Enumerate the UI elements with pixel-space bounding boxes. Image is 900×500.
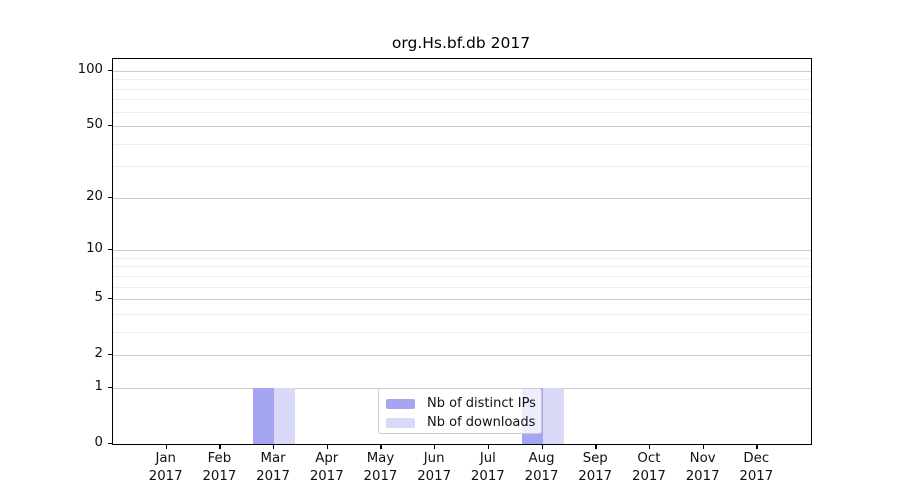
y-tick-mark [107, 354, 112, 356]
gridline-minor [113, 331, 811, 333]
y-tick-mark [107, 386, 112, 389]
y-tick-mark [107, 196, 112, 199]
x-tick-month: Dec [743, 451, 770, 466]
x-tick-mark [165, 444, 167, 449]
legend-label: Nb of distinct IPs [427, 396, 536, 411]
y-tick-label: 10 [86, 241, 103, 257]
gridline-minor [113, 286, 811, 288]
gridline-minor [113, 143, 811, 145]
x-tick-year: 2017 [632, 469, 666, 484]
x-tick-month: Jun [423, 451, 445, 466]
y-tick-label: 100 [77, 61, 103, 77]
x-tick-year: 2017 [685, 469, 720, 484]
bar [274, 387, 296, 444]
y-tick-mark [107, 69, 112, 72]
x-tick-label: Jul 2017 [458, 450, 518, 486]
y-tick-label: 5 [94, 290, 103, 306]
x-tick-year: 2017 [202, 469, 237, 484]
legend: Nb of distinct IPs Nb of downloads [378, 388, 542, 434]
x-tick-year: 2017 [524, 469, 559, 484]
y-tick-mark [107, 443, 112, 445]
gridline-minor [113, 99, 811, 101]
x-tick-label: Feb 2017 [189, 450, 249, 486]
x-tick-label: Aug 2017 [512, 450, 572, 486]
x-tick-label: May 2017 [350, 450, 410, 486]
x-tick-label: Nov 2017 [673, 450, 733, 486]
gridline-major [113, 299, 811, 301]
x-tick-mark [434, 444, 436, 449]
legend-row: Nb of downloads [386, 413, 541, 432]
x-tick-year: 2017 [256, 469, 290, 484]
legend-label: Nb of downloads [427, 415, 536, 430]
x-tick-month: Apr [315, 451, 339, 466]
x-tick-year: 2017 [470, 469, 505, 484]
x-tick-mark [702, 444, 704, 449]
plot-area: Nb of distinct IPs Nb of downloads [112, 58, 812, 445]
gridline-minor [113, 266, 811, 268]
gridline-minor [113, 275, 811, 277]
x-tick-label: Jan 2017 [136, 450, 196, 486]
y-tick-label: 50 [86, 117, 103, 133]
y-tick-label: 2 [94, 346, 103, 362]
x-tick-mark [648, 444, 651, 449]
y-tick-label: 1 [94, 378, 103, 394]
gridline-major [113, 355, 811, 357]
gridline-minor [113, 313, 811, 315]
x-tick-month: Jul [479, 451, 496, 466]
x-tick-month: Nov [689, 451, 716, 466]
x-tick-month: Oct [637, 451, 661, 466]
x-tick-mark [541, 444, 543, 449]
x-tick-year: 2017 [578, 469, 613, 484]
x-tick-year: 2017 [309, 469, 344, 484]
gridline-minor [113, 111, 811, 113]
x-tick-year: 2017 [739, 469, 774, 484]
x-tick-year: 2017 [363, 469, 398, 484]
x-tick-month: Sep [582, 451, 608, 466]
y-tick-mark [107, 249, 112, 251]
x-tick-mark [595, 444, 597, 449]
gridline-major [113, 126, 811, 128]
y-tick-label: 20 [86, 188, 103, 204]
y-tick-label: 0 [94, 435, 103, 450]
x-tick-month: Jan [155, 451, 176, 466]
y-tick-mark [107, 125, 112, 127]
x-tick-label: Dec 2017 [726, 450, 786, 486]
chart-title: org.Hs.bf.db 2017 [391, 34, 531, 52]
gridline-minor [113, 257, 811, 259]
x-tick-mark [326, 444, 329, 449]
x-tick-month: Mar [260, 451, 286, 466]
x-tick-month: Feb [207, 451, 232, 466]
y-tick-mark [107, 298, 112, 300]
gridline-major [113, 70, 811, 72]
x-tick-label: Oct 2017 [619, 450, 679, 486]
x-tick-mark [273, 444, 275, 449]
gridline-major [113, 250, 811, 252]
x-tick-mark [756, 444, 758, 449]
gridline-major [113, 197, 811, 199]
x-tick-label: Apr 2017 [297, 450, 357, 486]
x-tick-label: Jun 2017 [404, 450, 464, 486]
x-tick-year: 2017 [148, 469, 183, 484]
legend-swatch [386, 417, 415, 428]
x-tick-month: Aug [528, 451, 555, 466]
gridline-minor [113, 79, 811, 81]
gridline-minor [113, 166, 811, 168]
gridline-minor [113, 88, 811, 90]
legend-swatch [386, 398, 415, 409]
x-tick-label: Mar 2017 [243, 450, 303, 486]
x-tick-label: Sep 2017 [565, 450, 625, 486]
x-tick-year: 2017 [417, 469, 452, 484]
x-tick-mark [380, 444, 382, 449]
legend-row: Nb of distinct IPs [386, 394, 541, 413]
x-tick-mark [219, 444, 221, 449]
bar [253, 387, 275, 444]
bar [542, 387, 564, 444]
x-tick-month: May [366, 451, 395, 466]
x-tick-mark [487, 444, 490, 449]
